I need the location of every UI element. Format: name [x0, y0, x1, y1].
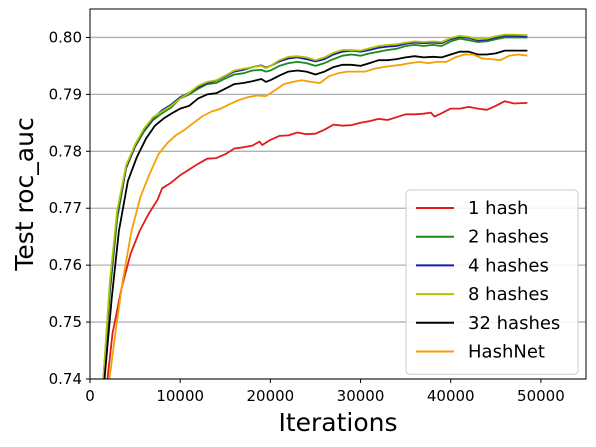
series-line-3	[102, 33, 528, 379]
y-tick-label: 0.79	[49, 85, 82, 103]
series-line-4	[103, 49, 528, 379]
x-tick-label: 20000	[247, 387, 295, 405]
x-tick-label: 0	[85, 387, 95, 405]
series-line-1	[102, 36, 528, 379]
y-tick-label: 0.76	[49, 256, 82, 274]
legend-label: 32 hashes	[468, 313, 560, 334]
x-axis-label: Iterations	[278, 408, 397, 437]
legend: 1 hash 2 hashes 4 hashes 8 hashes 32 hashes H…	[405, 189, 579, 375]
y-axis-ticks: 0.74 0.75 0.76 0.77 0.78 0.79 0.80	[49, 28, 90, 388]
series-line-0	[106, 100, 528, 379]
x-tick-label: 30000	[337, 387, 385, 405]
series-line-5	[108, 53, 528, 379]
series-lines	[102, 33, 528, 379]
y-tick-label: 0.75	[49, 313, 82, 331]
legend-label: HashNet	[468, 342, 545, 363]
y-axis-label: Test roc_auc	[10, 117, 39, 271]
legend-label: 4 hashes	[468, 255, 549, 276]
y-tick-label: 0.74	[49, 370, 82, 388]
x-tick-label: 10000	[156, 387, 204, 405]
legend-label: 8 hashes	[468, 284, 549, 305]
plot-frame	[89, 8, 587, 380]
y-tick-label: 0.80	[49, 28, 82, 46]
x-axis-ticks: 0 10000 20000 30000 40000 50000	[85, 379, 565, 405]
legend-label: 2 hashes	[468, 227, 549, 248]
legend-label: 1 hash	[468, 198, 528, 219]
y-tick-label: 0.78	[49, 142, 82, 160]
x-tick-label: 40000	[427, 387, 475, 405]
series-line-2	[102, 34, 528, 379]
grid-lines	[90, 36, 586, 380]
y-tick-label: 0.77	[49, 199, 82, 217]
x-tick-label: 50000	[517, 387, 565, 405]
